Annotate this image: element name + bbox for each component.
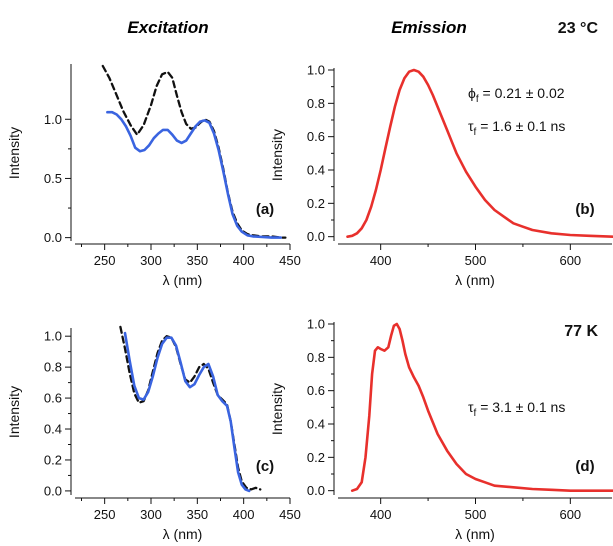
y-tick-label: 0.0	[307, 483, 325, 498]
x-axis-label: λ (nm)	[455, 526, 495, 542]
y-tick-label: 1.0	[307, 63, 325, 78]
panel-d: 0.0 0.2 0.4 0.6 0.8 1.0 400 500 600 λ (nm) Intensi…	[269, 317, 613, 542]
x-tick-label: 250	[94, 507, 116, 522]
x-tick-label: 500	[465, 507, 487, 522]
x-tick-label: 300	[140, 507, 162, 522]
panel-label: (c)	[256, 458, 274, 475]
series-line-solid	[346, 68, 613, 238]
x-tick-label: 400	[370, 507, 392, 522]
y-tick-label: 0.0	[44, 230, 62, 245]
x-tick-label: 250	[94, 253, 116, 268]
x-tick-label: 400	[233, 253, 255, 268]
y-tick-label: 1.0	[307, 317, 325, 332]
x-tick-label: 300	[140, 253, 162, 268]
annotation-value: = 0.21 ± 0.02	[479, 85, 565, 101]
y-tick-label: 0.6	[307, 383, 325, 398]
x-tick-label: 350	[186, 253, 208, 268]
y-tick-label: 0.4	[307, 163, 325, 178]
annotation-symbol: τ	[468, 399, 474, 415]
y-tick-label: 0.2	[307, 196, 325, 211]
x-tick-label: 450	[279, 253, 301, 268]
annotation-value: = 3.1 ± 0.1 ns	[476, 399, 565, 415]
y-tick-label: 0.0	[44, 483, 62, 498]
panel-label: (a)	[256, 201, 274, 218]
x-tick-label: 500	[465, 253, 487, 268]
y-tick-label: 0.6	[44, 391, 62, 406]
x-tick-label: 400	[233, 507, 255, 522]
y-tick-label: 0.0	[307, 229, 325, 244]
x-axis-label: λ (nm)	[455, 272, 495, 288]
y-tick-label: 0.2	[307, 450, 325, 465]
series-line-solid	[350, 322, 613, 492]
panel-b: 0.0 0.2 0.4 0.6 0.8 1.0 400 500 600 λ (nm) Intensi…	[269, 20, 613, 288]
x-axis-label: λ (nm)	[163, 526, 203, 542]
series-line-dashed	[119, 325, 262, 491]
y-tick-label: 0.8	[44, 360, 62, 375]
annotation-subscript: f	[474, 408, 477, 419]
x-tick-label: 600	[559, 507, 581, 522]
x-axis-label: λ (nm)	[163, 272, 203, 288]
temperature-label: 77 K	[564, 323, 598, 340]
panel-a: 0.0 0.5 1.0 250 300 350 400 450 λ (nm) Intensity (…	[6, 64, 301, 288]
y-tick-label: 0.8	[307, 96, 325, 111]
panel-label: (d)	[575, 458, 594, 475]
panel-c: 0.0 0.2 0.4 0.6 0.8 1.0 250 300 350 400 450 λ (nm) I…	[6, 325, 301, 542]
temperature-label: 23 °C	[558, 20, 599, 37]
annotation-subscript: f	[474, 127, 477, 138]
y-tick-label: 0.8	[307, 350, 325, 365]
x-tick-label: 400	[370, 253, 392, 268]
y-axis-label: Intensity	[269, 129, 285, 181]
annotation-value: = 1.6 ± 0.1 ns	[476, 118, 565, 134]
excitation-header: Excitation	[127, 18, 208, 37]
y-axis-label: Intensity	[6, 127, 22, 179]
annotation-symbol: τ	[468, 118, 474, 134]
emission-header: Emission	[391, 18, 467, 37]
series-line-solid	[106, 110, 282, 239]
y-tick-label: 0.6	[307, 129, 325, 144]
annotation-subscript: f	[476, 94, 479, 105]
y-tick-label: 0.4	[44, 422, 62, 437]
y-axis-label: Intensity	[6, 386, 22, 438]
x-tick-label: 350	[186, 507, 208, 522]
y-tick-label: 1.0	[44, 112, 62, 127]
annotation-text: ϕf = 0.21 ± 0.02	[468, 85, 565, 105]
y-tick-label: 1.0	[44, 329, 62, 344]
y-axis-label: Intensity	[269, 383, 285, 435]
y-tick-label: 0.2	[44, 452, 62, 467]
x-tick-label: 600	[559, 253, 581, 268]
y-tick-label: 0.5	[44, 171, 62, 186]
y-tick-label: 0.4	[307, 417, 325, 432]
annotation-symbol: ϕ	[468, 85, 476, 101]
annotation-text: τf = 3.1 ± 0.1 ns	[468, 399, 565, 419]
panel-label: (b)	[575, 201, 594, 218]
x-tick-label: 450	[279, 507, 301, 522]
series-line-solid	[123, 331, 251, 493]
annotation-text: τf = 1.6 ± 0.1 ns	[468, 118, 565, 138]
